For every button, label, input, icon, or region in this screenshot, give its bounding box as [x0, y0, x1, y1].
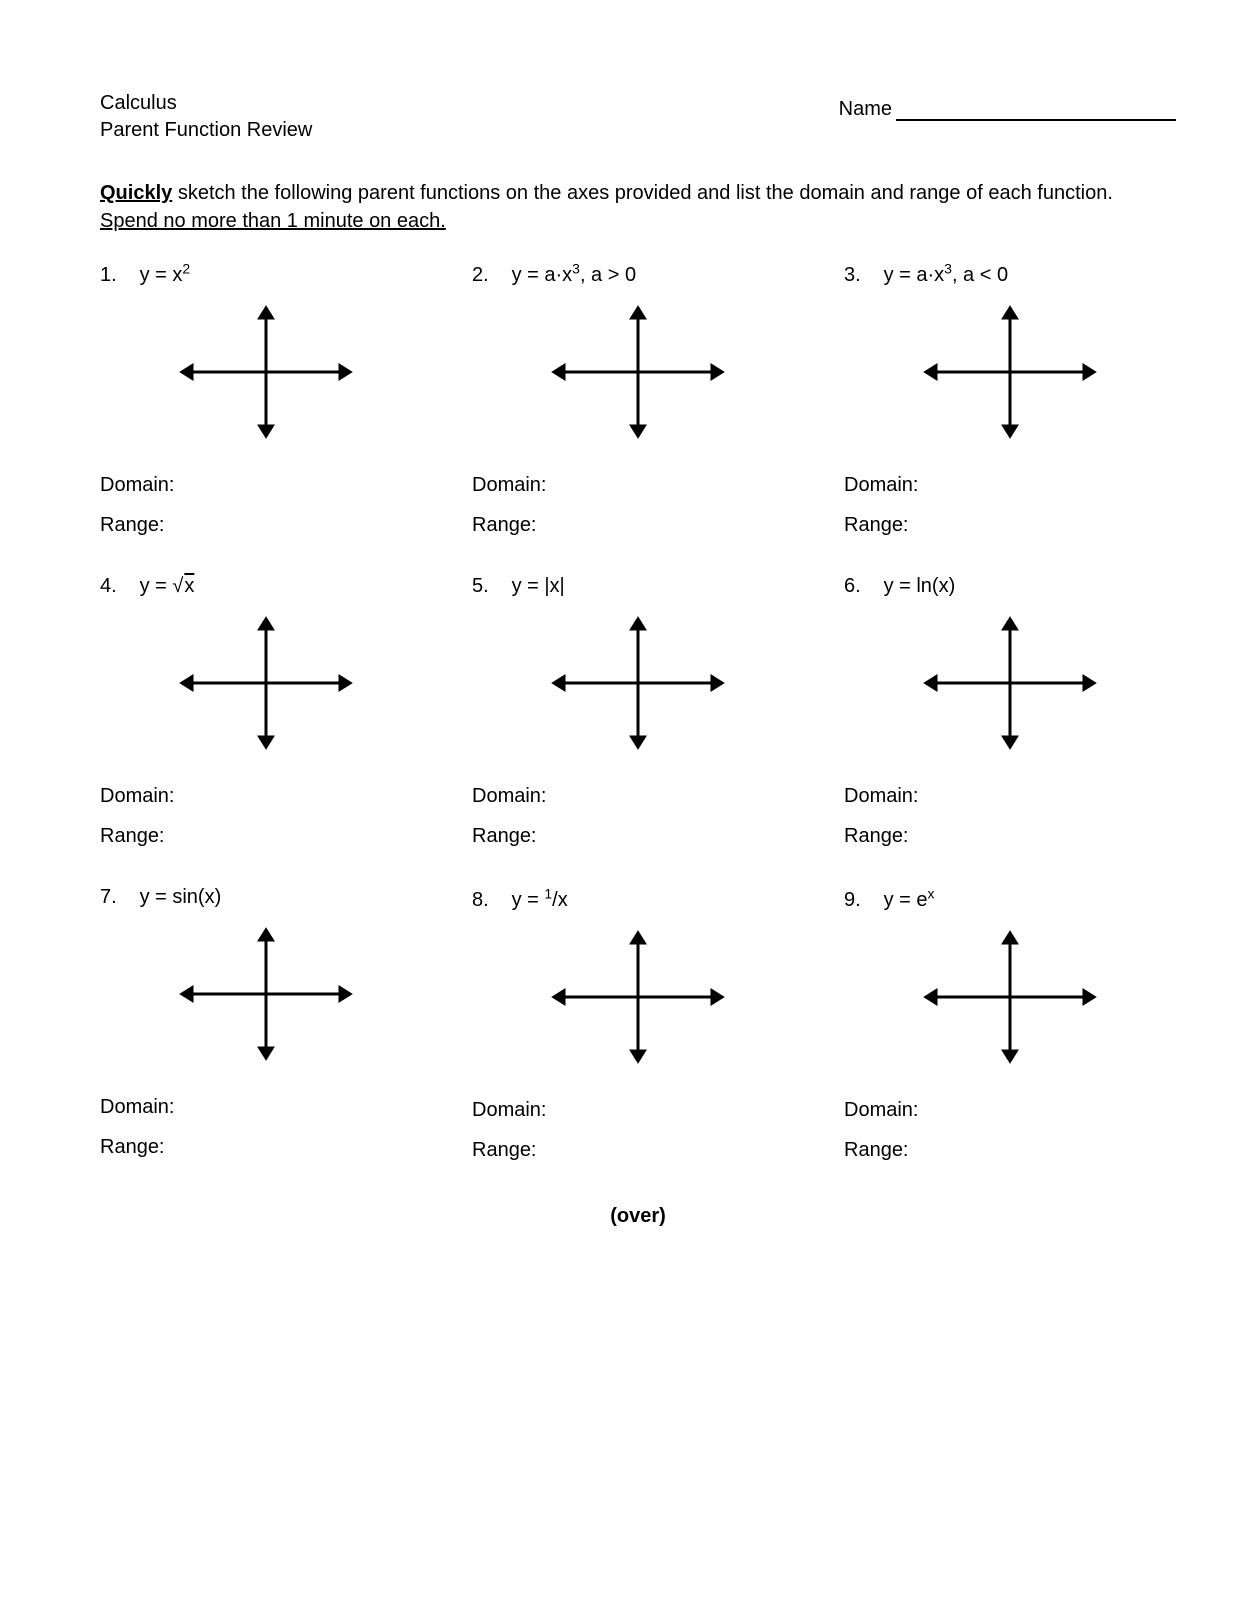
domain-label: Domain:: [844, 465, 1176, 505]
problem-number: 8.: [472, 889, 506, 912]
range-label: Range:: [472, 505, 804, 545]
formula-row: 6. y = ln(x): [844, 575, 1176, 598]
problem-cell: 7. y = sin(x) Domain: Range:: [100, 886, 432, 1171]
problem-number: 6.: [844, 575, 878, 598]
formula-row: 3. y = a·x3, a < 0: [844, 260, 1176, 287]
formula-row: 2. y = a·x3, a > 0: [472, 260, 804, 287]
problem-cell: 9. y = ex Domain: Range:: [844, 886, 1176, 1171]
formula: y = ex: [884, 889, 935, 911]
problem-cell: 8. y = 1/x Domain: Range:: [472, 886, 804, 1171]
formula: y = a·x3, a < 0: [884, 264, 1009, 286]
formula-row: 8. y = 1/x: [472, 886, 804, 913]
formula: y = x2: [140, 264, 191, 286]
domain-label: Domain:: [844, 776, 1176, 816]
problem-number: 7.: [100, 886, 134, 909]
formula: y = a·x3, a > 0: [512, 264, 637, 286]
range-label: Range:: [100, 505, 432, 545]
problem-cell: 6. y = ln(x) Domain: Range:: [844, 575, 1176, 856]
formula-row: 7. y = sin(x): [100, 886, 432, 909]
domain-label: Domain:: [472, 465, 804, 505]
formula: y = |x|: [512, 575, 565, 597]
range-label: Range:: [100, 1127, 432, 1167]
header-left: Calculus Parent Function Review: [100, 90, 312, 144]
range-label: Range:: [844, 1130, 1176, 1170]
domain-range-block: Domain: Range:: [472, 1090, 804, 1170]
domain-label: Domain:: [100, 776, 432, 816]
name-label: Name: [839, 98, 892, 121]
range-label: Range:: [844, 816, 1176, 856]
domain-range-block: Domain: Range:: [100, 1087, 432, 1167]
problem-number: 3.: [844, 264, 878, 287]
subtitle: Parent Function Review: [100, 117, 312, 144]
footer-over: (over): [100, 1205, 1176, 1228]
range-label: Range:: [472, 816, 804, 856]
problem-cell: 2. y = a·x3, a > 0 Domain: Range:: [472, 260, 804, 545]
domain-range-block: Domain: Range:: [844, 465, 1176, 545]
domain-range-block: Domain: Range:: [472, 465, 804, 545]
formula-row: 1. y = x2: [100, 260, 432, 287]
domain-range-block: Domain: Range:: [844, 776, 1176, 856]
worksheet-page: Calculus Parent Function Review Name Qui…: [0, 0, 1236, 1600]
axes-icon: [100, 608, 432, 758]
axes-icon: [100, 919, 432, 1069]
formula: y = sin(x): [140, 886, 222, 908]
problem-cell: 3. y = a·x3, a < 0 Domain: Range:: [844, 260, 1176, 545]
name-blank-line[interactable]: [896, 99, 1176, 121]
axes-icon: [844, 608, 1176, 758]
axes-icon: [472, 922, 804, 1072]
axes-icon: [844, 922, 1176, 1072]
problem-number: 2.: [472, 264, 506, 287]
problem-cell: 4. y = √x Domain: Range:: [100, 575, 432, 856]
problem-cell: 5. y = |x| Domain: Range:: [472, 575, 804, 856]
instructions-quickly: Quickly: [100, 182, 172, 204]
formula-row: 4. y = √x: [100, 575, 432, 598]
range-label: Range:: [100, 816, 432, 856]
formula-row: 9. y = ex: [844, 886, 1176, 913]
axes-icon: [472, 297, 804, 447]
formula: y = √x: [140, 575, 195, 597]
domain-label: Domain:: [100, 1087, 432, 1127]
problem-number: 5.: [472, 575, 506, 598]
axes-icon: [844, 297, 1176, 447]
domain-label: Domain:: [472, 776, 804, 816]
axes-icon: [100, 297, 432, 447]
domain-range-block: Domain: Range:: [100, 776, 432, 856]
instructions: Quickly sketch the following parent func…: [100, 179, 1176, 235]
problem-cell: 1. y = x2 Domain: Range:: [100, 260, 432, 545]
domain-range-block: Domain: Range:: [844, 1090, 1176, 1170]
formula: y = ln(x): [884, 575, 956, 597]
domain-range-block: Domain: Range:: [472, 776, 804, 856]
name-field: Name: [839, 98, 1176, 121]
domain-range-block: Domain: Range:: [100, 465, 432, 545]
range-label: Range:: [844, 505, 1176, 545]
domain-label: Domain:: [100, 465, 432, 505]
problems-grid: 1. y = x2 Domain: Range: 2. y = a·x3, a …: [100, 260, 1176, 1170]
instructions-mid: sketch the following parent functions on…: [172, 182, 1113, 204]
axes-icon: [472, 608, 804, 758]
domain-label: Domain:: [472, 1090, 804, 1130]
problem-number: 9.: [844, 889, 878, 912]
problem-number: 4.: [100, 575, 134, 598]
formula: y = 1/x: [512, 889, 568, 911]
range-label: Range:: [472, 1130, 804, 1170]
formula-row: 5. y = |x|: [472, 575, 804, 598]
instructions-spend: Spend no more than 1 minute on each.: [100, 210, 446, 232]
problem-number: 1.: [100, 264, 134, 287]
domain-label: Domain:: [844, 1090, 1176, 1130]
course-title: Calculus: [100, 90, 312, 117]
header-row: Calculus Parent Function Review Name: [100, 90, 1176, 144]
